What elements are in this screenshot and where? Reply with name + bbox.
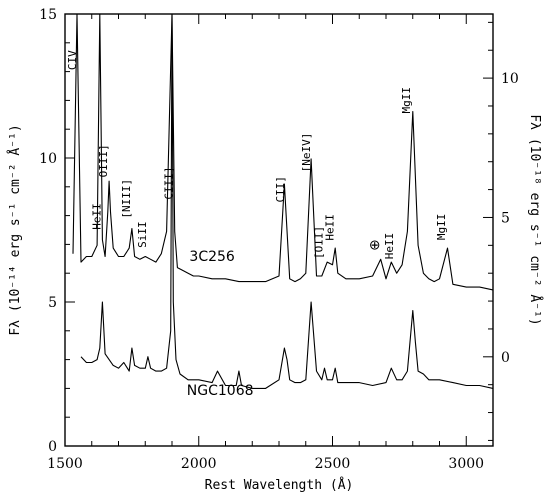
series-line-3c256 xyxy=(72,13,494,291)
series-layer xyxy=(72,13,494,389)
x-tick-label: 2500 xyxy=(315,456,351,472)
annotation-line-label: HeII xyxy=(323,214,336,241)
annotation-line-label: HeII xyxy=(383,233,396,260)
annotation-line-label: OIII] xyxy=(97,144,110,177)
annotation-line-label: HeII xyxy=(90,203,103,230)
annotation-line-label: CIV xyxy=(66,50,79,70)
series-line-ngc1068 xyxy=(80,13,494,389)
axis-ticks: 1500 2000 2500 3000 0 5 10 15 0 5 10 xyxy=(39,7,519,472)
y-axis-title-right: Fλ (10⁻¹⁸ erg s⁻¹ cm⁻² Å⁻¹) xyxy=(527,114,543,325)
line-annotations: CIV HeII OIII] [NIII]SiII CIII] CII] [NeIV] [OI… xyxy=(66,50,448,259)
x-axis-title: Rest Wavelength (Å) xyxy=(205,477,354,493)
annotation-line-label: [OII] xyxy=(312,226,325,259)
y-tick-label-left: 5 xyxy=(48,295,57,311)
annotation-line-label: MgII xyxy=(435,214,448,241)
x-tick-label: 1500 xyxy=(47,456,83,472)
series-label-ngc1068: NGC1068 xyxy=(187,383,254,399)
y-tick-label-left: 15 xyxy=(39,7,57,23)
y-tick-label-left: 10 xyxy=(39,151,57,167)
series-labels: 3C256 NGC1068 xyxy=(187,249,254,399)
annotation-line-label: MgII xyxy=(400,87,413,114)
annotation-line-label: SiII xyxy=(136,221,149,248)
x-tick-label: 3000 xyxy=(448,456,484,472)
y-tick-label-right: 0 xyxy=(501,350,510,366)
annotation-line-label: [NIII] xyxy=(120,179,133,219)
y-tick-label-right: 5 xyxy=(501,210,510,226)
plot-frame xyxy=(64,13,494,447)
annotation-line-label: CII] xyxy=(274,176,287,203)
x-tick-label: 2000 xyxy=(181,456,217,472)
series-label-3c256: 3C256 xyxy=(189,249,234,265)
annotation-symbol: ⊕ xyxy=(369,237,381,253)
y-tick-label-left: 0 xyxy=(48,439,57,455)
annotation-line-label: CIII] xyxy=(162,167,175,200)
annotation-line-label: [NeIV] xyxy=(300,133,313,173)
y-axis-title-left: Fλ (10⁻¹⁴ erg s⁻¹ cm⁻² Å⁻¹) xyxy=(7,124,23,335)
y-tick-label-right: 10 xyxy=(501,71,519,87)
